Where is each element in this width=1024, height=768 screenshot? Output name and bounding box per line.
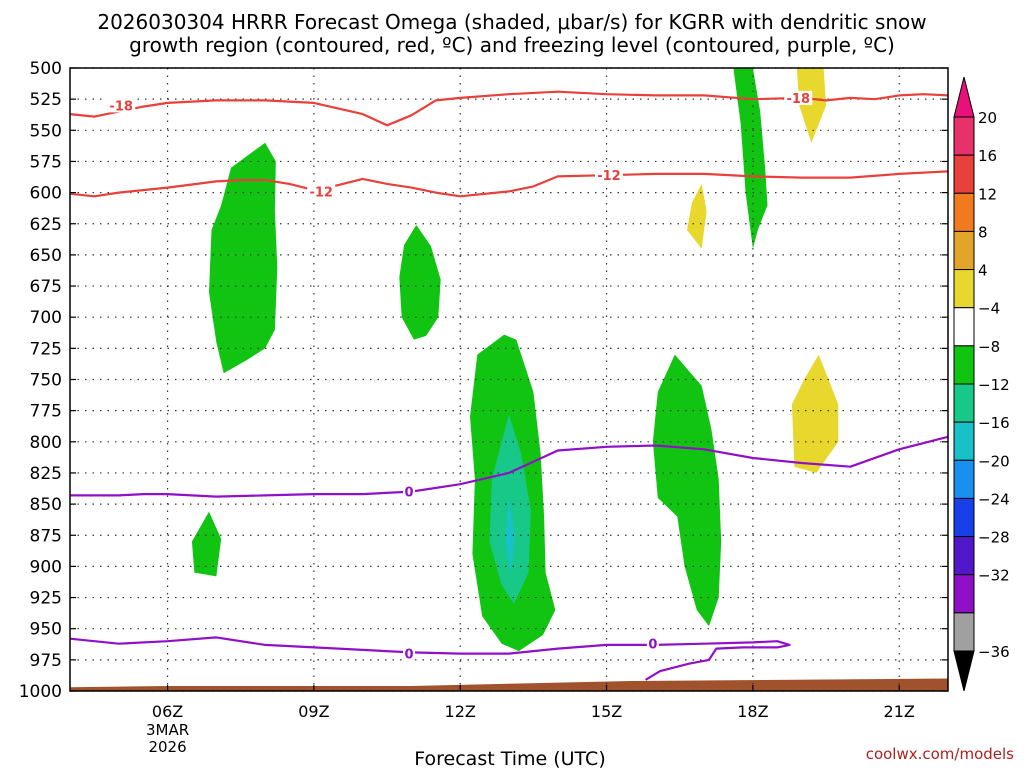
omega-cyan-1300z xyxy=(505,497,515,573)
colorbar-label-9: −20 xyxy=(978,452,1010,470)
colorbar-label-13: −36 xyxy=(978,643,1010,661)
y-tick-label-850: 850 xyxy=(30,495,62,515)
colorbar-label-8: −16 xyxy=(978,414,1010,432)
omega-green-1100z xyxy=(399,225,441,340)
chart-title-line-2: growth region (contoured, red, ºC) and f… xyxy=(129,33,895,57)
y-tick-label-750: 750 xyxy=(30,371,62,391)
terrain xyxy=(70,678,948,691)
omega-green-0700z-low xyxy=(191,511,222,577)
colorbar-swatch-9 xyxy=(953,459,975,499)
colorbar: 20 16 12 8 4 −4 −8 −12 −16 −20 −24 −28 −32 −36 xyxy=(953,76,1010,692)
colorbar-label-10: −24 xyxy=(978,490,1010,508)
colorbar-label-5: −4 xyxy=(978,300,1000,318)
colorbar-label-4: 4 xyxy=(978,262,988,280)
x-tick-date-label: 3MAR xyxy=(146,721,189,739)
y-tick-label-825: 825 xyxy=(30,464,62,484)
y-tick-label-500: 500 xyxy=(30,59,62,79)
dgz-minus12-b-label-bg xyxy=(594,168,623,183)
x-tick-label-09Z: 09Z xyxy=(298,702,329,721)
y-tick-label-900: 900 xyxy=(30,557,62,577)
x-tick-year-label: 2026 xyxy=(148,738,186,756)
colorbar-label-1: 16 xyxy=(978,147,997,165)
y-tick-label-725: 725 xyxy=(30,339,62,359)
credit-text: coolwx.com/models xyxy=(866,745,1014,763)
y-tick-label-950: 950 xyxy=(30,620,62,640)
colorbar-top-triangle xyxy=(953,76,975,118)
colorbar-swatch-5 xyxy=(953,307,975,347)
y-tick-label-975: 975 xyxy=(30,651,62,671)
y-tick-label-550: 550 xyxy=(30,121,62,141)
dgz-minus18-b-label: -18 xyxy=(787,92,811,107)
dgz-minus12-b-label: -12 xyxy=(597,169,621,184)
y-tick-label-800: 800 xyxy=(30,433,62,453)
y-tick-label-575: 575 xyxy=(30,152,62,172)
omega-green-1630z xyxy=(652,354,722,627)
x-axis-label: Forecast Time (UTC) xyxy=(414,748,605,768)
y-tick-label-875: 875 xyxy=(30,526,62,546)
colorbar-swatch-13 xyxy=(953,612,975,652)
freezing-level-upper-label-bg xyxy=(403,484,416,499)
colorbar-label-0: 20 xyxy=(978,109,997,127)
omega-green-0730z xyxy=(209,142,278,374)
colorbar-swatch-4 xyxy=(953,269,975,309)
dgz-minus12-label: -12 xyxy=(309,185,333,200)
y-tick-label-1000: 1000 xyxy=(19,682,62,702)
freezing-level-lower-label-bg xyxy=(403,646,416,661)
colorbar-swatch-12 xyxy=(953,574,975,614)
y-tick-label-675: 675 xyxy=(30,277,62,297)
dgz-minus18-label: -18 xyxy=(109,99,133,114)
omega-yellow-1650z xyxy=(687,183,707,249)
y-tick-label-625: 625 xyxy=(30,215,62,235)
freezing-level-upper-label: 0 xyxy=(404,486,413,501)
freezing-level-lower-label: 0 xyxy=(404,648,413,663)
colorbar-label-11: −28 xyxy=(978,529,1010,547)
colorbar-swatch-11 xyxy=(953,536,975,576)
colorbar-bottom-triangle xyxy=(953,650,975,692)
y-tick-label-925: 925 xyxy=(30,589,62,609)
y-tick-label-775: 775 xyxy=(30,402,62,422)
colorbar-label-3: 8 xyxy=(978,223,988,241)
colorbar-label-12: −32 xyxy=(978,567,1010,585)
colorbar-swatch-3 xyxy=(953,230,975,271)
dgz-minus12-line xyxy=(69,170,949,198)
y-tick-label-600: 600 xyxy=(30,184,62,204)
dgz-minus18-line xyxy=(69,90,949,127)
x-tick-label-15Z: 15Z xyxy=(591,702,622,721)
y-tick-label-650: 650 xyxy=(30,246,62,266)
omega-yellow-1915z xyxy=(791,354,839,473)
x-tick-label-12Z: 12Z xyxy=(445,702,476,721)
colorbar-label-7: −12 xyxy=(978,376,1010,394)
colorbar-swatch-8 xyxy=(953,421,975,461)
colorbar-swatch-1 xyxy=(953,154,975,194)
freezing-level-lower-line xyxy=(69,636,791,681)
dgz-minus18-b-label-bg xyxy=(784,90,813,105)
dgz-minus18-label-bg xyxy=(107,98,136,113)
y-tick-label-525: 525 xyxy=(30,90,62,110)
colorbar-label-6: −8 xyxy=(978,338,1000,356)
colorbar-label-2: 12 xyxy=(978,185,997,203)
colorbar-swatch-0 xyxy=(953,116,975,156)
freezing-level-lower-b-label-bg xyxy=(646,636,659,651)
x-tick-label-18Z: 18Z xyxy=(737,702,768,721)
colorbar-swatch-7 xyxy=(953,383,975,423)
colorbar-swatch-2 xyxy=(953,192,975,232)
chart-title-line-1: 2026030304 HRRR Forecast Omega (shaded, … xyxy=(97,10,926,34)
freezing-level-lower-b-label: 0 xyxy=(648,638,657,653)
plot-area: -18 -18 -12 -12 0 0 0 xyxy=(69,67,949,692)
omega-yellow-1910z-top xyxy=(796,68,827,143)
x-tick-label-06Z: 06Z xyxy=(152,702,183,721)
axes: 500 525 550 575 600 625 650 675 700 725 750 775 800 8… xyxy=(19,59,949,756)
freezing-level-upper-line xyxy=(70,435,949,498)
colorbar-swatch-10 xyxy=(953,497,975,538)
omega-green-1810z xyxy=(733,68,768,249)
x-tick-label-21Z: 21Z xyxy=(884,702,915,721)
y-tick-label-700: 700 xyxy=(30,308,62,328)
dgz-minus12-label-bg xyxy=(307,184,336,199)
colorbar-swatch-6 xyxy=(953,345,975,385)
